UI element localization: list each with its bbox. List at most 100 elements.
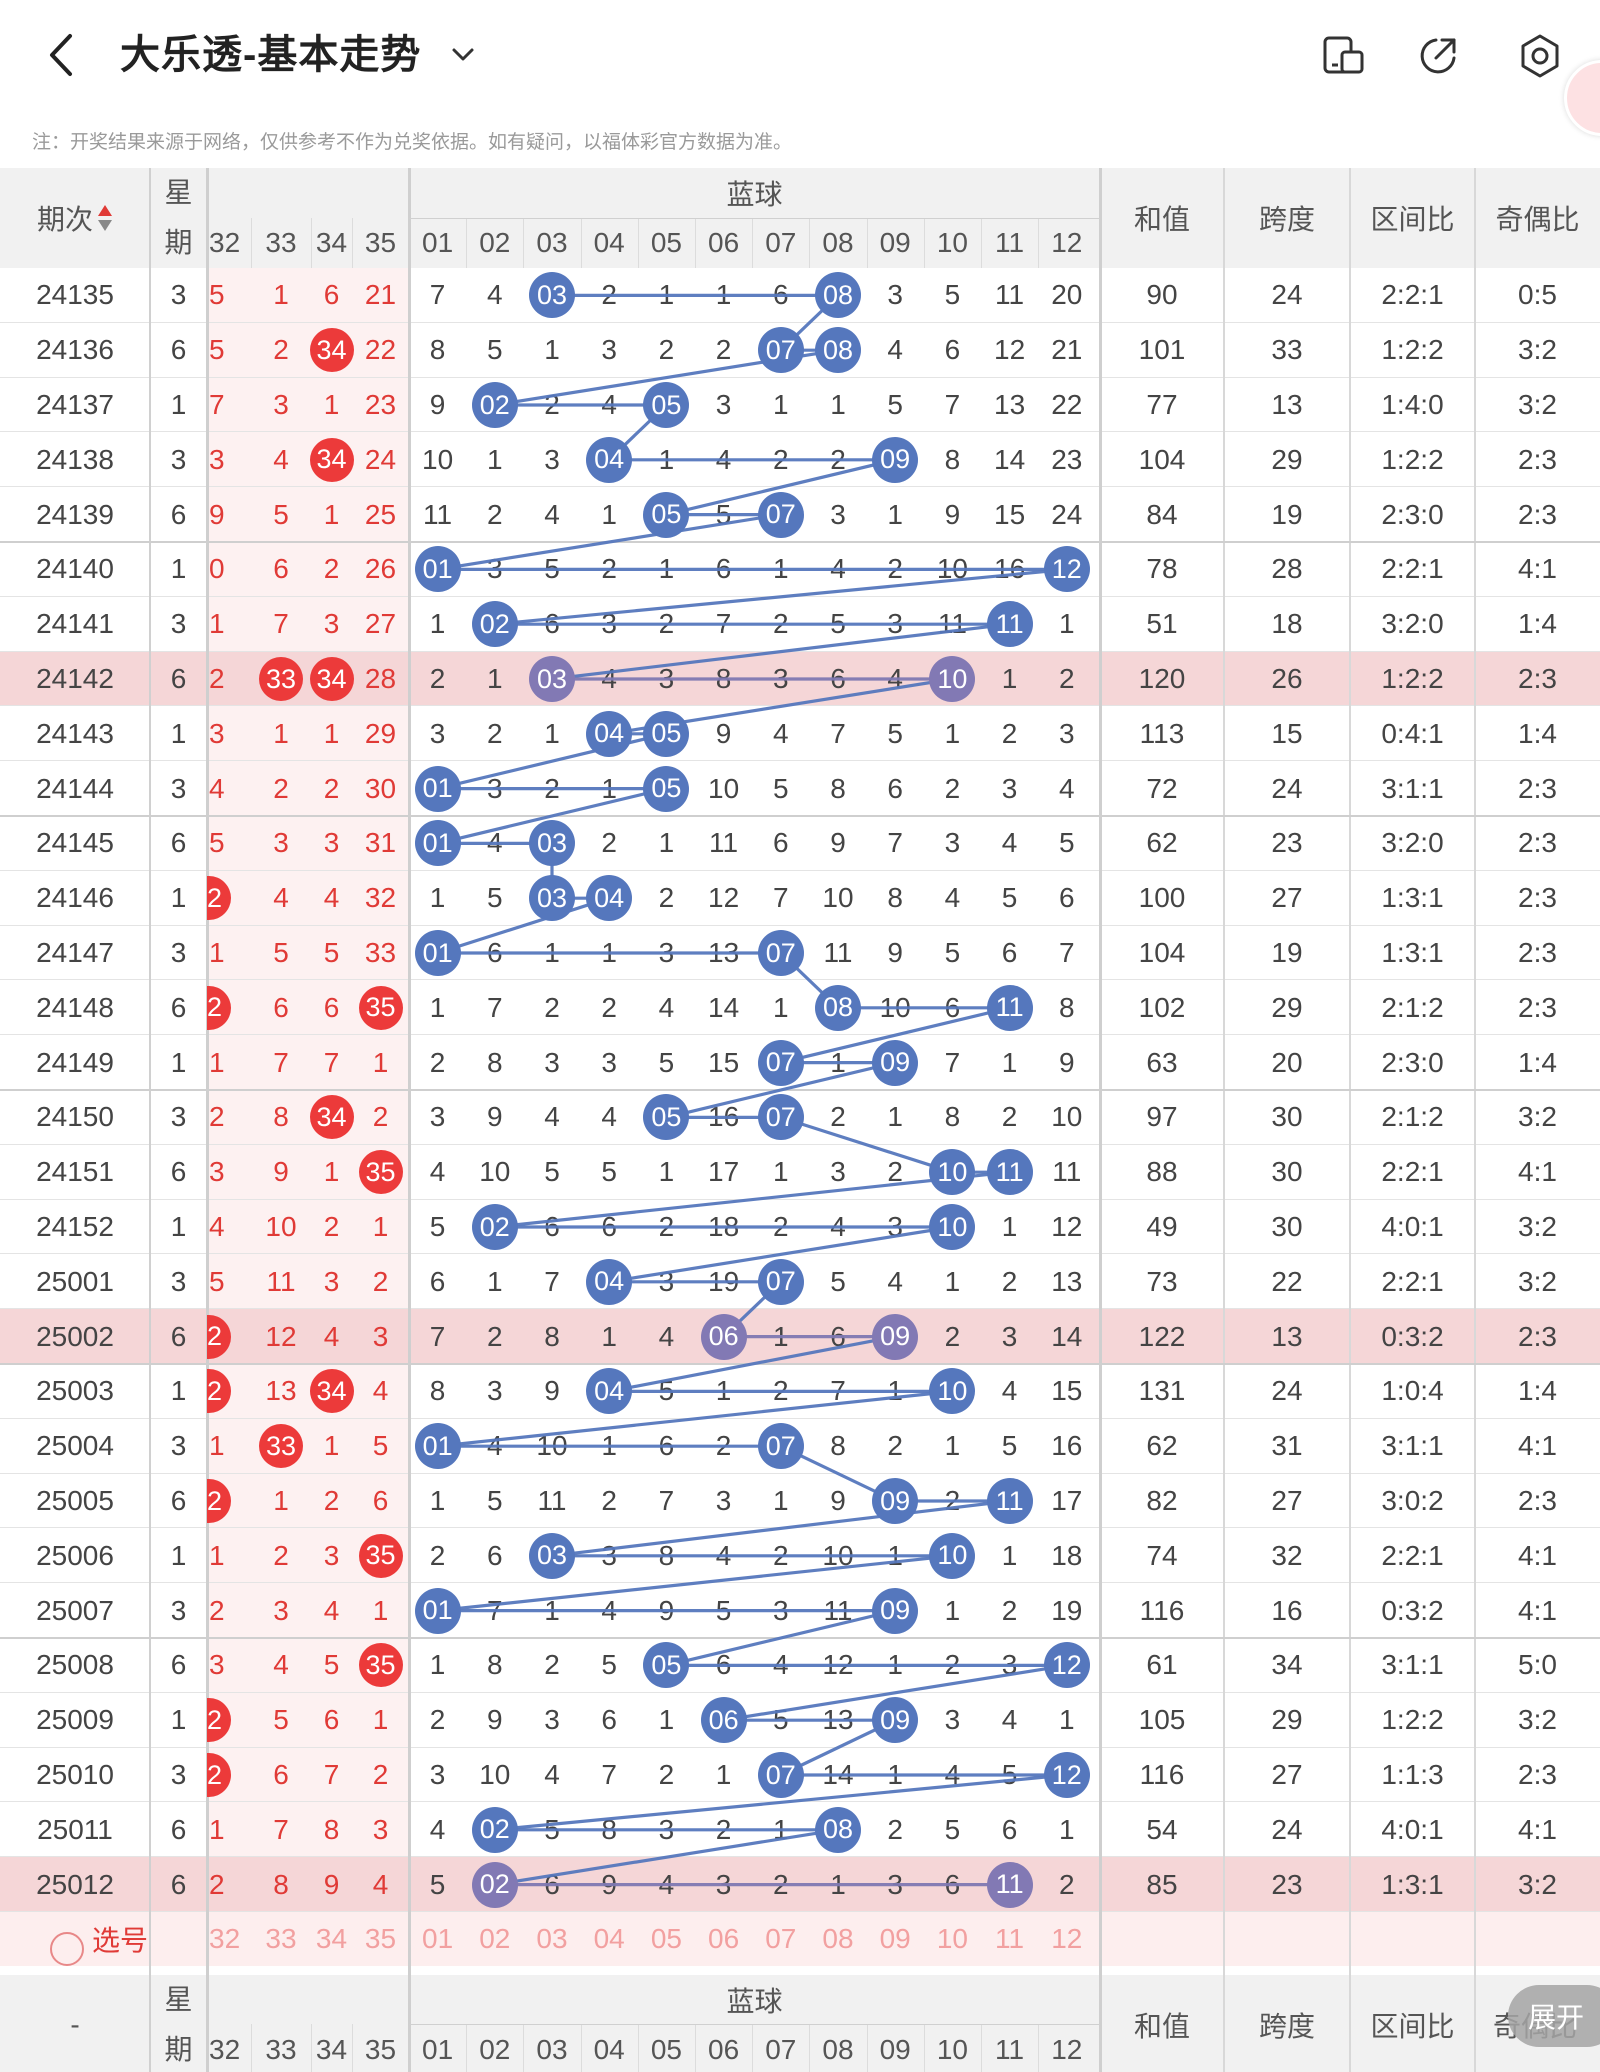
- select-blue-number[interactable]: 07: [765, 1923, 797, 1954]
- blue-miss-cell: 6: [601, 1210, 617, 1242]
- span-cell: 20: [1271, 1046, 1303, 1078]
- front-cell: 3: [273, 827, 289, 859]
- issue-cell: 24136: [36, 334, 114, 366]
- select-blue-number[interactable]: 05: [650, 1923, 682, 1954]
- blue-miss-cell: 5: [1058, 827, 1075, 859]
- phone-screen-icon[interactable]: [1320, 32, 1368, 80]
- front-cell: 6: [323, 279, 340, 311]
- issue-cell: 24152: [36, 1210, 114, 1242]
- sum-cell: 49: [1146, 1210, 1178, 1242]
- settings-gear-icon[interactable]: [1516, 32, 1564, 80]
- front-cell: 13: [265, 1375, 297, 1407]
- blue-miss-cell: 2: [944, 772, 961, 804]
- row-divider: [0, 869, 1600, 871]
- select-blue-number[interactable]: 09: [879, 1923, 911, 1954]
- chevron-down-icon[interactable]: [448, 40, 478, 70]
- blue-miss-cell: 16: [708, 1101, 740, 1133]
- select-blue-number[interactable]: 08: [822, 1923, 854, 1954]
- blue-miss-cell: 1: [944, 1594, 961, 1626]
- span-cell: 24: [1271, 772, 1303, 804]
- front-area-bg: [207, 322, 409, 378]
- span-cell: 31: [1271, 1430, 1303, 1462]
- odd-cell: 2:3: [1518, 827, 1557, 859]
- span-cell: 30: [1271, 1210, 1303, 1242]
- blue-ball-hit: 09: [872, 1313, 919, 1360]
- span-cell: 23: [1271, 827, 1303, 859]
- sort-icon[interactable]: [97, 203, 113, 233]
- span-cell: 34: [1271, 1649, 1303, 1681]
- blue-miss-cell: 2: [486, 717, 503, 749]
- blue-miss-cell: 2: [772, 1539, 789, 1571]
- span-cell: 22: [1271, 1265, 1303, 1297]
- issue-cell: 24151: [36, 1156, 114, 1188]
- share-icon[interactable]: [1414, 32, 1462, 80]
- blue-miss-cell: 4: [429, 1813, 446, 1845]
- select-blue-number[interactable]: 06: [708, 1923, 740, 1954]
- week-cell: 1: [170, 388, 187, 420]
- blue-miss-cell: 6: [830, 1320, 846, 1352]
- select-blue-number[interactable]: 12: [1051, 1923, 1083, 1954]
- front-cell: 0: [209, 553, 225, 585]
- select-front-number[interactable]: 32: [209, 1923, 241, 1954]
- zone-header: 区间比: [1370, 204, 1455, 235]
- span-cell: 28: [1271, 553, 1303, 585]
- blue-miss-cell: 7: [830, 717, 846, 749]
- blue-miss-cell: 3: [486, 553, 503, 585]
- front-cell: 6: [273, 1758, 289, 1790]
- select-blue-number[interactable]: 10: [936, 1923, 968, 1954]
- select-front-number[interactable]: 34: [315, 1923, 348, 1954]
- select-blue-number[interactable]: 04: [593, 1923, 625, 1954]
- expand-button[interactable]: 展开: [1508, 1985, 1600, 2047]
- blue-col-header: 09: [879, 227, 911, 258]
- back-arrow-icon[interactable]: [42, 30, 82, 80]
- issue-cell: 24144: [36, 772, 114, 804]
- issue-cell: 24135: [36, 279, 114, 311]
- sum-cell: 102: [1138, 991, 1186, 1023]
- select-blue-number[interactable]: 11: [995, 1923, 1025, 1954]
- blue-miss-cell: 3: [658, 1813, 675, 1845]
- blue-miss-cell: 2: [830, 443, 846, 475]
- blue-miss-cell: 9: [486, 1101, 503, 1133]
- blue-miss-cell: 3: [601, 1539, 617, 1571]
- front-cell: 5: [273, 498, 289, 530]
- select-radio-icon[interactable]: [50, 1932, 84, 1966]
- blue-miss-cell: 4: [887, 1265, 903, 1297]
- select-blue-number[interactable]: 02: [479, 1923, 511, 1954]
- blue-miss-cell: 3: [429, 717, 446, 749]
- blue-miss-cell: 5: [715, 1594, 732, 1626]
- blue-miss-cell: 8: [887, 882, 903, 914]
- column-divider: [407, 168, 411, 2072]
- odd-cell: 4:1: [1518, 1539, 1557, 1571]
- blue-miss-cell: 1: [887, 1101, 903, 1133]
- blue-miss-cell: 2: [772, 1375, 789, 1407]
- blue-miss-cell: 3: [658, 662, 675, 694]
- front-cell: 4: [372, 1375, 389, 1407]
- select-front-number[interactable]: 33: [265, 1923, 297, 1954]
- select-blue-number[interactable]: 03: [536, 1923, 568, 1954]
- front-cell: 5: [273, 1704, 289, 1736]
- front-cell: 1: [209, 608, 225, 640]
- blue-miss-cell: 2: [944, 1649, 961, 1681]
- select-front-number[interactable]: 35: [364, 1923, 397, 1954]
- footer-blue-col-header: 11: [995, 2034, 1025, 2065]
- blue-miss-cell: 18: [708, 1210, 740, 1242]
- blue-miss-cell: 12: [708, 882, 740, 914]
- odd-cell: 3:2: [1518, 1210, 1557, 1242]
- blue-miss-cell: 9: [658, 1594, 675, 1626]
- blue-miss-cell: 1: [429, 1484, 446, 1516]
- blue-miss-cell: 4: [486, 279, 503, 311]
- issue-cell: 24149: [36, 1046, 114, 1078]
- front-area-bg: [207, 1583, 409, 1638]
- blue-miss-cell: 7: [486, 991, 503, 1023]
- blue-ball-hit: 02: [471, 1204, 518, 1250]
- span-cell: 13: [1271, 1320, 1303, 1352]
- front-cell: 3: [209, 443, 225, 475]
- select-blue-number[interactable]: 01: [422, 1923, 454, 1954]
- front-ball-hit: 35: [358, 1533, 403, 1578]
- blue-miss-cell: 5: [887, 717, 903, 749]
- column-divider: [866, 218, 868, 268]
- front-cell: 3: [209, 717, 225, 749]
- front-cell: 3: [273, 1594, 289, 1626]
- blue-miss-cell: 2: [1058, 662, 1075, 694]
